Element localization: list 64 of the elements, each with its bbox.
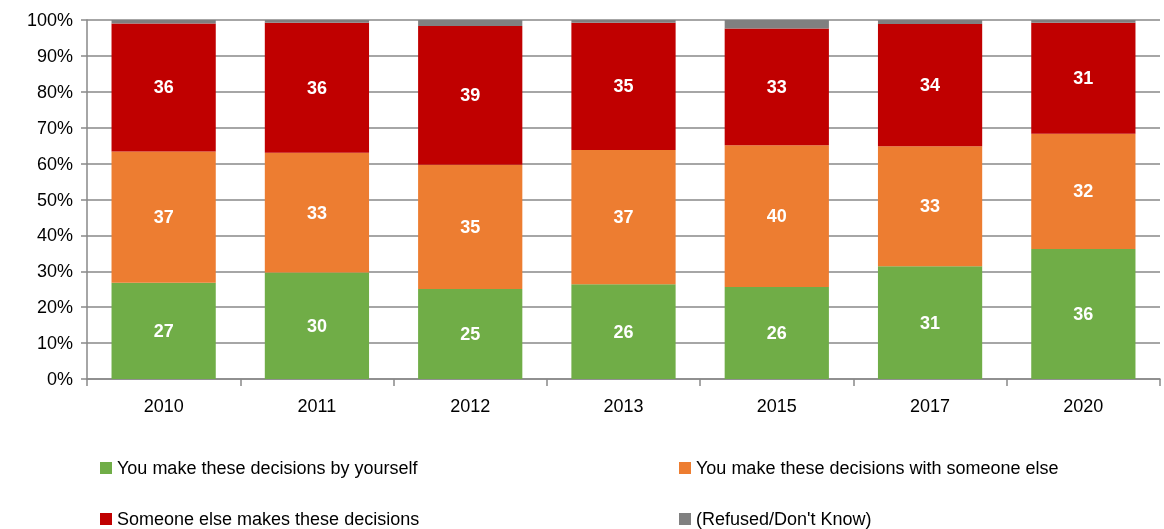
legend-label: Someone else makes these decisions (117, 509, 420, 529)
x-tick-label: 2017 (910, 396, 951, 416)
bar (418, 26, 523, 165)
data-label: 32 (1073, 181, 1094, 202)
y-tick-label: 0% (46, 369, 73, 389)
bar (724, 287, 829, 379)
data-label: 27 (153, 320, 174, 341)
legend-label: You make these decisions with someone else (696, 458, 1059, 478)
y-tick-label: 80% (36, 81, 73, 102)
x-tick-label: 2011 (297, 396, 337, 416)
bar (264, 152, 370, 273)
data-label: 30 (306, 315, 327, 336)
data-label: 37 (613, 207, 634, 228)
legend-label: (Refused/Don't Know) (696, 509, 872, 529)
data-label: 33 (306, 202, 327, 223)
data-label: 35 (460, 216, 481, 237)
data-label: 35 (613, 76, 634, 97)
y-tick-label: 90% (36, 45, 73, 66)
bar (418, 164, 523, 289)
y-tick-label: 40% (36, 225, 73, 246)
bar (724, 145, 829, 288)
bar (264, 22, 370, 153)
bar (571, 149, 676, 285)
bar (877, 23, 983, 147)
y-tick-label: 60% (36, 153, 73, 174)
bar (264, 272, 370, 379)
bar (418, 288, 523, 379)
data-label: 33 (766, 76, 787, 97)
bar (877, 266, 983, 379)
y-tick-label: 50% (36, 189, 73, 210)
data-label: 36 (153, 77, 174, 98)
y-tick-label: 20% (36, 297, 73, 318)
data-label: 31 (920, 312, 941, 333)
data-label: 26 (766, 323, 787, 344)
x-tick-label: 2010 (143, 396, 184, 416)
x-tick-label: 2013 (603, 396, 644, 416)
bar (1031, 22, 1136, 134)
bar (724, 28, 829, 146)
bar (111, 23, 216, 152)
legend-label: You make these decisions by yourself (117, 458, 419, 478)
data-label: 26 (613, 321, 634, 342)
data-label: 33 (920, 196, 941, 217)
x-tick-label: 2012 (450, 396, 491, 416)
bar (571, 22, 676, 150)
y-tick-label: 10% (36, 333, 73, 354)
bar (1031, 133, 1136, 250)
bar (111, 151, 216, 283)
data-label: 39 (460, 85, 481, 106)
bar (571, 284, 676, 379)
x-tick-label: 2015 (756, 396, 797, 416)
data-label: 34 (920, 75, 941, 96)
bar (1031, 249, 1136, 379)
x-tick-label: 2020 (1063, 396, 1104, 416)
data-label: 36 (1073, 304, 1094, 325)
data-label: 37 (153, 207, 174, 228)
y-tick-label: 30% (36, 261, 73, 282)
bar (877, 146, 983, 267)
y-tick-label: 70% (36, 117, 73, 138)
y-tick-label: 100% (26, 10, 73, 30)
bar (111, 282, 216, 379)
data-label: 25 (460, 323, 481, 344)
data-label: 40 (766, 206, 787, 227)
data-label: 36 (306, 77, 327, 98)
data-label: 31 (1073, 68, 1094, 89)
